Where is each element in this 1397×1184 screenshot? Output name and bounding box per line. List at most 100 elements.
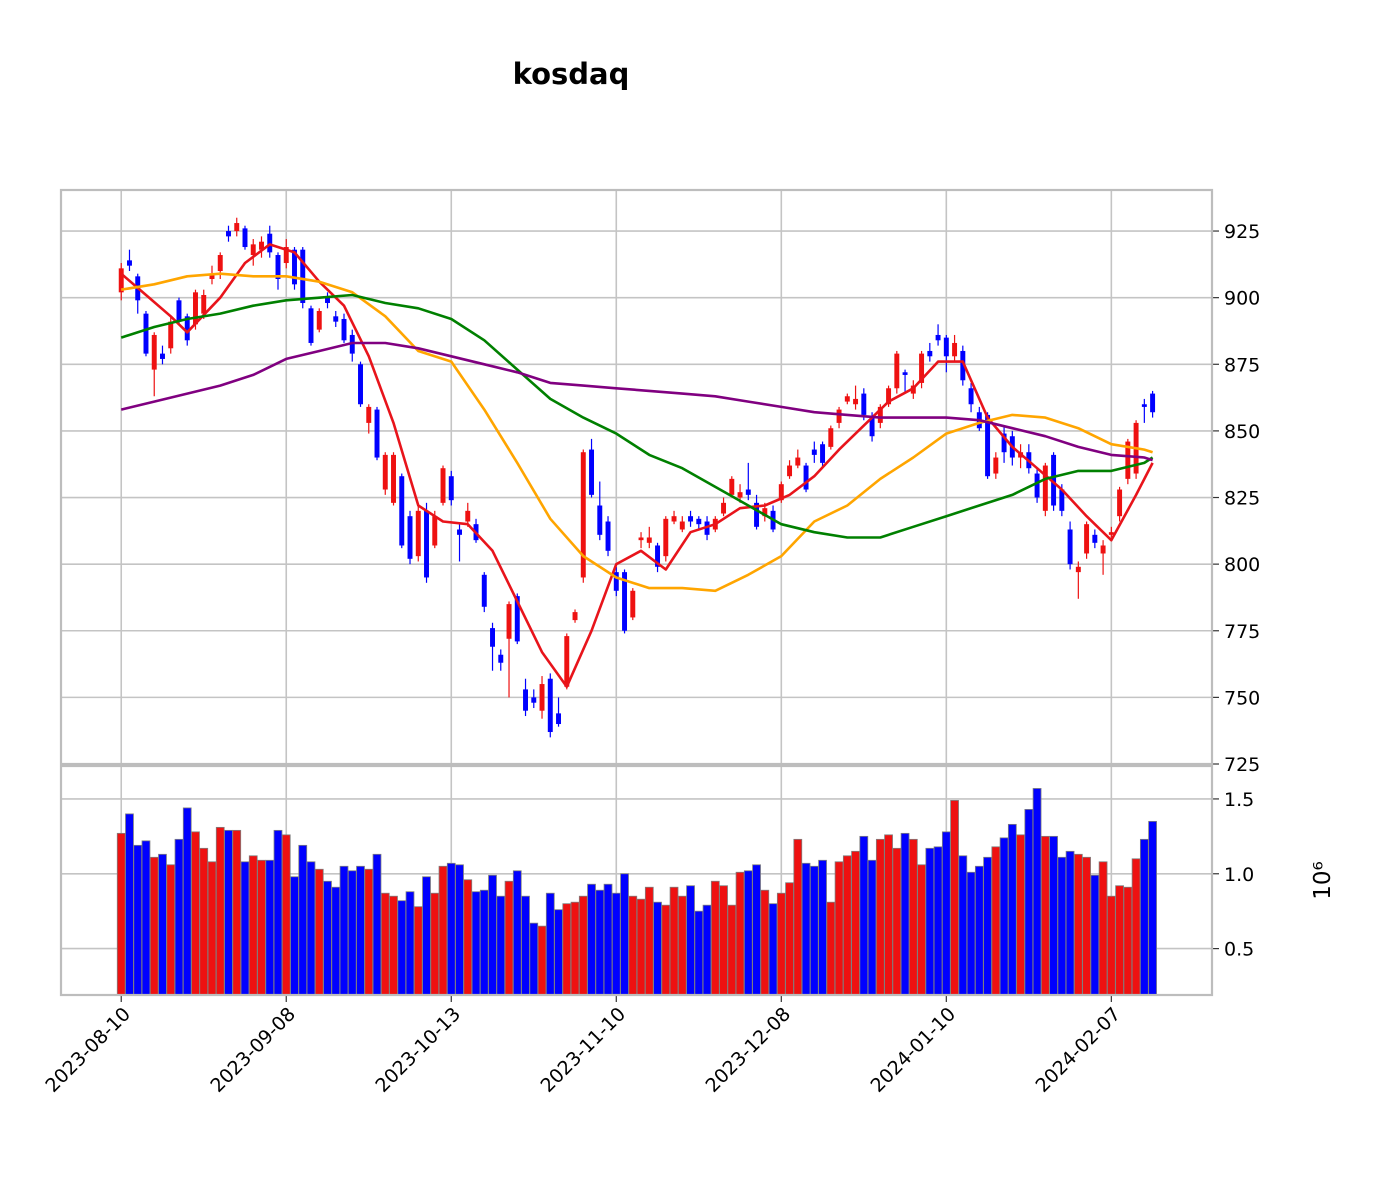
candle-body <box>853 398 859 405</box>
x-tick-label: 2023-09-08 <box>206 1003 300 1097</box>
volume-bar <box>422 876 431 996</box>
y-tick-label: 0.5 <box>1224 939 1254 961</box>
volume-bar <box>768 903 778 996</box>
candle-body <box>184 316 190 341</box>
candle-body <box>1042 465 1048 511</box>
candle-body <box>778 484 784 501</box>
volume-bar <box>884 834 893 996</box>
y-tick-label: 875 <box>1224 354 1260 376</box>
volume-bar <box>892 847 902 996</box>
volume-bar <box>397 900 407 996</box>
volume-bar <box>925 847 935 996</box>
volume-bar <box>438 865 448 996</box>
volume-bar <box>191 831 200 996</box>
volume-bar <box>801 862 811 996</box>
volume-bar <box>504 880 514 996</box>
volume-bar <box>834 861 844 996</box>
volume-bar <box>306 861 316 996</box>
candle-body <box>523 689 529 711</box>
volume-bar <box>694 910 704 996</box>
volume-bar <box>314 868 324 996</box>
volume-bar <box>908 838 918 996</box>
candle-body <box>242 228 248 248</box>
candle-body <box>1117 489 1123 517</box>
candle-body <box>391 454 396 503</box>
volume-bar <box>455 864 464 996</box>
candle-body <box>490 628 495 647</box>
candle-body <box>415 510 421 557</box>
candle-body <box>671 516 677 522</box>
x-tick-label: 2024-02-07 <box>1031 1003 1125 1097</box>
volume-bar <box>950 800 959 996</box>
volume-bar <box>372 853 382 996</box>
candle-body <box>308 308 314 343</box>
volume-bar <box>603 883 613 996</box>
volume-bar <box>818 859 827 996</box>
candle-body <box>160 353 165 359</box>
volume-bar <box>529 922 539 996</box>
volume-bar <box>116 832 126 996</box>
volume-bar <box>471 891 481 996</box>
candle-body <box>935 334 941 341</box>
x-tick-label: 2023-11-10 <box>536 1003 630 1097</box>
candle-body <box>539 684 545 711</box>
candle-body <box>943 337 949 357</box>
moving-average-line <box>120 341 1154 462</box>
candle-body <box>968 388 974 405</box>
candle-body <box>226 231 231 237</box>
y-offset-label: 10⁶ <box>1310 861 1336 900</box>
volume-bar <box>933 846 943 996</box>
candle-body <box>1067 529 1073 565</box>
candle-body <box>1034 473 1040 498</box>
volume-bar <box>966 871 976 996</box>
volume-bar <box>875 838 885 996</box>
volume-bar <box>1115 885 1124 996</box>
candle-body <box>993 457 999 474</box>
candle-body <box>605 521 611 551</box>
candle-body <box>745 489 751 495</box>
candle-body <box>325 297 330 303</box>
volume-bar <box>974 865 984 996</box>
candle-body <box>787 465 793 477</box>
candle-body <box>209 273 215 280</box>
volume-bar <box>446 862 456 996</box>
volume-bar <box>760 889 770 996</box>
candle-body <box>803 465 809 490</box>
candle-body <box>597 505 603 535</box>
volume-bar <box>182 807 192 996</box>
volume-bar <box>158 853 167 996</box>
candle-body <box>1059 489 1065 511</box>
candle-body <box>919 353 925 383</box>
volume-bar <box>809 865 819 996</box>
volume-bar <box>512 870 522 996</box>
candle-body <box>688 516 694 522</box>
volume-bar <box>298 844 308 996</box>
volume-bar <box>653 901 662 996</box>
volume-bar <box>991 846 1001 996</box>
candle-body <box>762 508 768 517</box>
y-tick-label: 775 <box>1224 621 1260 643</box>
y-tick-label: 900 <box>1224 288 1260 310</box>
volume-bar <box>644 886 654 996</box>
volume-bar <box>677 895 687 996</box>
volume-bar <box>628 895 638 996</box>
volume-bar <box>224 829 233 996</box>
candle-body <box>952 342 958 357</box>
candle-body <box>259 241 264 250</box>
candle-body <box>795 457 801 466</box>
candle-body <box>234 223 240 232</box>
volume-bar <box>595 889 605 996</box>
moving-average-line <box>120 272 1153 593</box>
volume-bar <box>752 864 761 996</box>
candle-body <box>1084 524 1090 554</box>
candle-body <box>531 697 537 703</box>
candle-body <box>217 255 223 272</box>
y-tick-label: 800 <box>1224 554 1260 576</box>
candle-body <box>754 502 760 527</box>
candle-body <box>407 516 413 559</box>
candle-body <box>622 572 628 631</box>
volume-bar <box>636 898 646 996</box>
volume-bar <box>686 885 695 996</box>
